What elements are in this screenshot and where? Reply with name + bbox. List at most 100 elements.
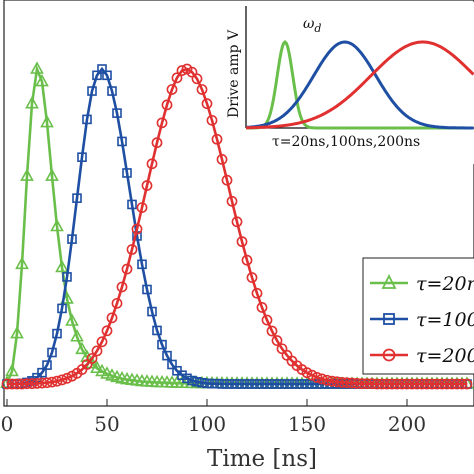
data-point: [201, 98, 213, 110]
data-point: [257, 379, 267, 389]
data-point: [252, 379, 262, 389]
inset-y-axis-label: Drive amp V: [226, 29, 242, 118]
legend-label: τ=200: [416, 345, 474, 367]
data-point: [166, 84, 178, 95]
data-point: [65, 313, 79, 326]
data-point: [316, 373, 328, 385]
data-point: [196, 84, 208, 95]
data-point: [167, 359, 177, 370]
data-point: [187, 375, 197, 386]
data-point: [102, 70, 112, 81]
inset: Drive amp V ωd τ=20ns,100ns,200ns: [226, 2, 474, 164]
data-point: [311, 371, 323, 383]
inset-curves: [245, 39, 474, 130]
data-point: [126, 244, 138, 255]
data-point: [152, 325, 162, 336]
data-point: [72, 193, 82, 203]
data-point: [10, 325, 24, 339]
data-point: [206, 114, 218, 126]
data-point: [211, 133, 223, 145]
data-point: [177, 370, 187, 380]
data-point: [302, 379, 312, 389]
data-point: [107, 86, 117, 96]
data-point: [82, 114, 92, 125]
data-point: [346, 377, 358, 389]
data-point: [301, 367, 313, 379]
data-point: [46, 376, 58, 388]
data-point: [75, 341, 89, 355]
legend-entry-1: τ=20n: [370, 273, 474, 295]
data-point: [282, 379, 292, 389]
inset-curve-3: [246, 40, 474, 130]
data-point: [117, 136, 127, 147]
data-point: [241, 254, 253, 266]
data-point: [55, 259, 69, 273]
data-point: [292, 379, 302, 389]
data-point: [162, 350, 172, 361]
data-point: [116, 281, 128, 293]
data-point: [246, 272, 258, 283]
data-point: [67, 234, 77, 244]
x-tick-label: 100: [188, 412, 226, 436]
data-point: [11, 378, 23, 390]
data-point: [137, 259, 147, 270]
data-point: [87, 86, 97, 96]
data-point: [212, 378, 222, 389]
data-point: [61, 372, 73, 384]
inset-omega-symbol: ω: [303, 16, 315, 32]
legend-box: [362, 257, 474, 375]
data-point: [35, 73, 49, 87]
legend-label: τ=100: [416, 309, 474, 331]
legend-entries: τ=20n τ=100 τ=200: [370, 273, 474, 367]
data-point: [36, 377, 48, 389]
data-point: [321, 374, 333, 386]
data-point: [15, 256, 29, 270]
legend-entry-2: τ=100: [370, 309, 474, 331]
x-tick-label: 200: [388, 412, 426, 436]
data-point: [361, 378, 373, 390]
data-point: [256, 302, 268, 313]
data-point: [106, 312, 118, 324]
data-point: [222, 379, 232, 389]
data-point: [20, 168, 34, 181]
data-point: [182, 373, 192, 384]
data-point: [42, 360, 52, 370]
data-point: [287, 379, 297, 389]
data-point: [297, 379, 307, 389]
data-point: [51, 375, 63, 387]
data-point: [21, 378, 33, 390]
data-point: [77, 152, 87, 162]
data-point: [221, 174, 233, 186]
x-axis: 0 50 100 150 200: [1, 399, 426, 436]
data-point: [331, 376, 343, 388]
data-point: [151, 137, 163, 149]
data-point: [147, 306, 157, 317]
data-point: [192, 376, 202, 387]
data-point: [50, 218, 64, 232]
data-point: [207, 378, 217, 389]
data-point: [37, 367, 47, 378]
data-point: [16, 378, 28, 390]
data-point: [5, 363, 19, 377]
data-point: [56, 374, 68, 386]
legend-entry-3: τ=200: [370, 345, 474, 367]
x-tick-label: 150: [288, 412, 326, 436]
data-point: [261, 314, 273, 326]
data-point: [57, 303, 67, 314]
data-point: [272, 379, 282, 389]
data-point: [136, 202, 148, 213]
data-point: [41, 377, 53, 389]
data-point: [122, 168, 132, 178]
inset-omega-subscript: d: [314, 22, 321, 35]
data-point: [45, 168, 59, 181]
data-point: [97, 64, 107, 74]
x-axis-label: Time [ns]: [207, 446, 317, 472]
data-point: [251, 287, 263, 299]
data-point: [262, 379, 272, 389]
legend: τ=20n τ=100 τ=200: [362, 257, 474, 375]
data-point: [336, 377, 348, 388]
data-point: [161, 99, 173, 111]
data-point: [267, 379, 277, 389]
data-point: [306, 369, 318, 381]
